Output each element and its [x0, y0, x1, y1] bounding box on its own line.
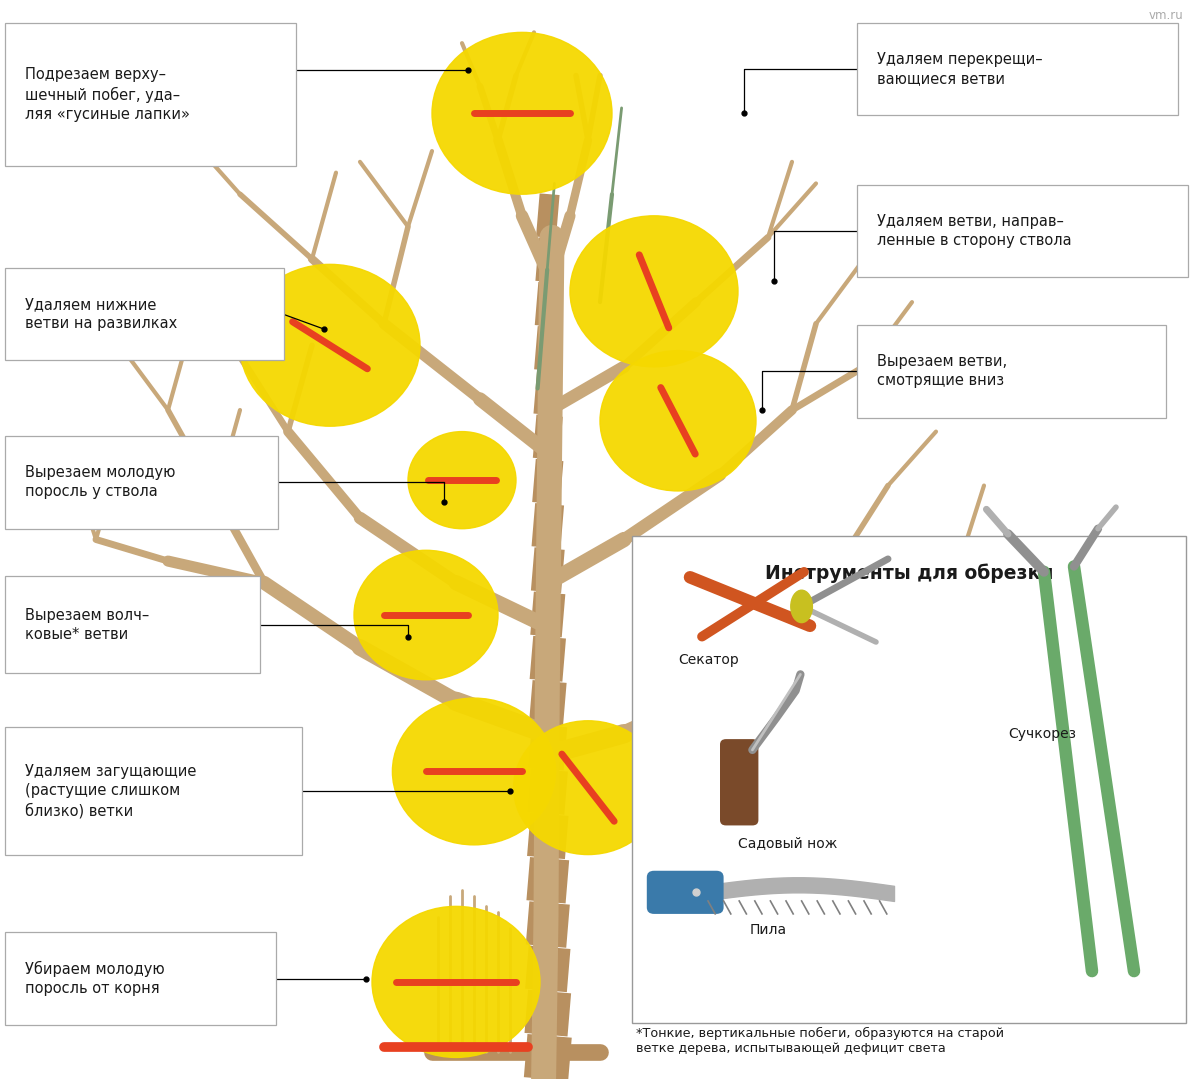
Text: Садовый нож: Садовый нож [738, 836, 838, 850]
FancyBboxPatch shape [5, 436, 278, 529]
Circle shape [600, 351, 756, 491]
Circle shape [240, 264, 420, 426]
Text: Убираем молодую
поросль от корня: Убираем молодую поросль от корня [25, 961, 164, 996]
FancyBboxPatch shape [5, 23, 296, 166]
FancyBboxPatch shape [857, 23, 1178, 115]
FancyBboxPatch shape [857, 325, 1166, 418]
Text: Удаляем нижние
ветви на развилках: Удаляем нижние ветви на развилках [25, 297, 178, 331]
Text: vm.ru: vm.ru [1148, 9, 1183, 22]
Text: Пила: Пила [750, 923, 787, 937]
Text: Вырезаем ветви,
смотрящие вниз: Вырезаем ветви, смотрящие вниз [877, 354, 1007, 388]
FancyBboxPatch shape [632, 536, 1186, 1023]
Circle shape [570, 216, 738, 367]
Circle shape [514, 721, 662, 855]
FancyBboxPatch shape [5, 576, 260, 673]
Text: Сучкорез: Сучкорез [1008, 727, 1076, 740]
Circle shape [392, 698, 556, 845]
Ellipse shape [791, 590, 812, 623]
Text: Удаляем загущающие
(растущие слишком
близко) ветки: Удаляем загущающие (растущие слишком бли… [25, 764, 197, 818]
FancyBboxPatch shape [720, 739, 758, 825]
FancyBboxPatch shape [857, 185, 1188, 277]
Circle shape [354, 550, 498, 680]
Text: Инструменты для обрезки: Инструменты для обрезки [764, 563, 1054, 583]
FancyBboxPatch shape [647, 871, 724, 914]
Text: Подрезаем верху–
шечный побег, уда–
ляя «гусиные лапки»: Подрезаем верху– шечный побег, уда– ляя … [25, 67, 190, 122]
Text: Вырезаем молодую
поросль у ствола: Вырезаем молодую поросль у ствола [25, 465, 175, 500]
Text: Секатор: Секатор [678, 653, 739, 667]
Text: *Тонкие, вертикальные побеги, образуются на старой
ветке дерева, испытывающей де: *Тонкие, вертикальные побеги, образуются… [636, 1027, 1004, 1055]
Text: Вырезаем волч–
ковые* ветви: Вырезаем волч– ковые* ветви [25, 607, 150, 642]
FancyBboxPatch shape [5, 932, 276, 1025]
Circle shape [432, 32, 612, 194]
FancyBboxPatch shape [5, 268, 284, 360]
Text: Удаляем перекрещи–
вающиеся ветви: Удаляем перекрещи– вающиеся ветви [877, 52, 1043, 86]
FancyBboxPatch shape [5, 727, 302, 855]
Circle shape [372, 906, 540, 1057]
Text: Удаляем ветви, направ–
ленные в сторону ствола: Удаляем ветви, направ– ленные в сторону … [877, 214, 1072, 248]
Circle shape [408, 432, 516, 529]
